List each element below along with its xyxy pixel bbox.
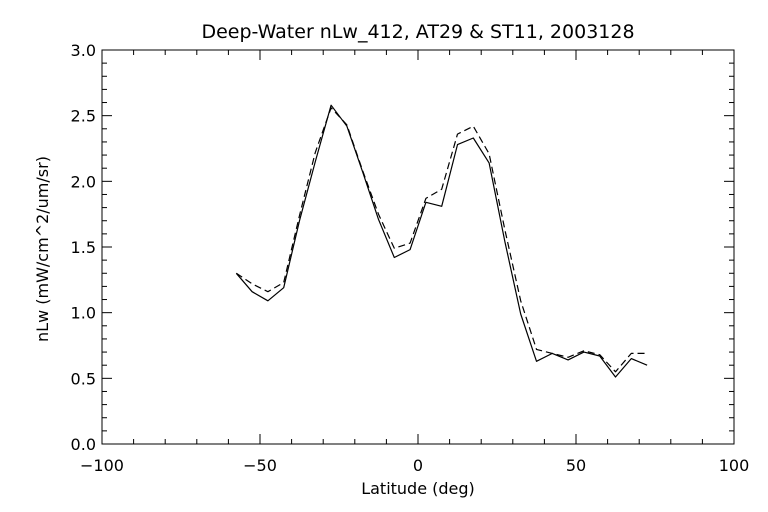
y-tick-labels: 0.0 0.5 1.0 1.5 2.0 2.5 3.0 (71, 41, 96, 454)
x-tick-label: 50 (566, 456, 586, 475)
y-tick-label: 2.0 (71, 172, 96, 191)
chart-title: Deep-Water nLw_412, AT29 & ST11, 2003128 (201, 21, 634, 43)
x-tick-label: 100 (719, 456, 750, 475)
x-tick-labels: −100 −50 0 50 100 (80, 456, 749, 475)
x-axis-label: Latitude (deg) (361, 479, 475, 498)
axis-ticks (101, 49, 735, 445)
y-tick-label: 0.0 (71, 435, 96, 454)
y-tick-label: 1.5 (71, 238, 96, 257)
y-tick-label: 0.5 (71, 369, 96, 388)
x-tick-label: 0 (413, 456, 423, 475)
y-axis-label: nLw (mW/cm^2/um/sr) (33, 156, 52, 342)
x-tick-label: −100 (80, 456, 124, 475)
y-tick-label: 3.0 (71, 41, 96, 60)
x-tick-label: −50 (243, 456, 277, 475)
series-layer (235, 104, 648, 378)
plot-frame (101, 49, 735, 445)
series-line-1 (235, 104, 648, 378)
y-tick-label: 1.0 (71, 304, 96, 323)
series-line-2 (235, 107, 648, 373)
y-tick-label: 2.5 (71, 107, 96, 126)
